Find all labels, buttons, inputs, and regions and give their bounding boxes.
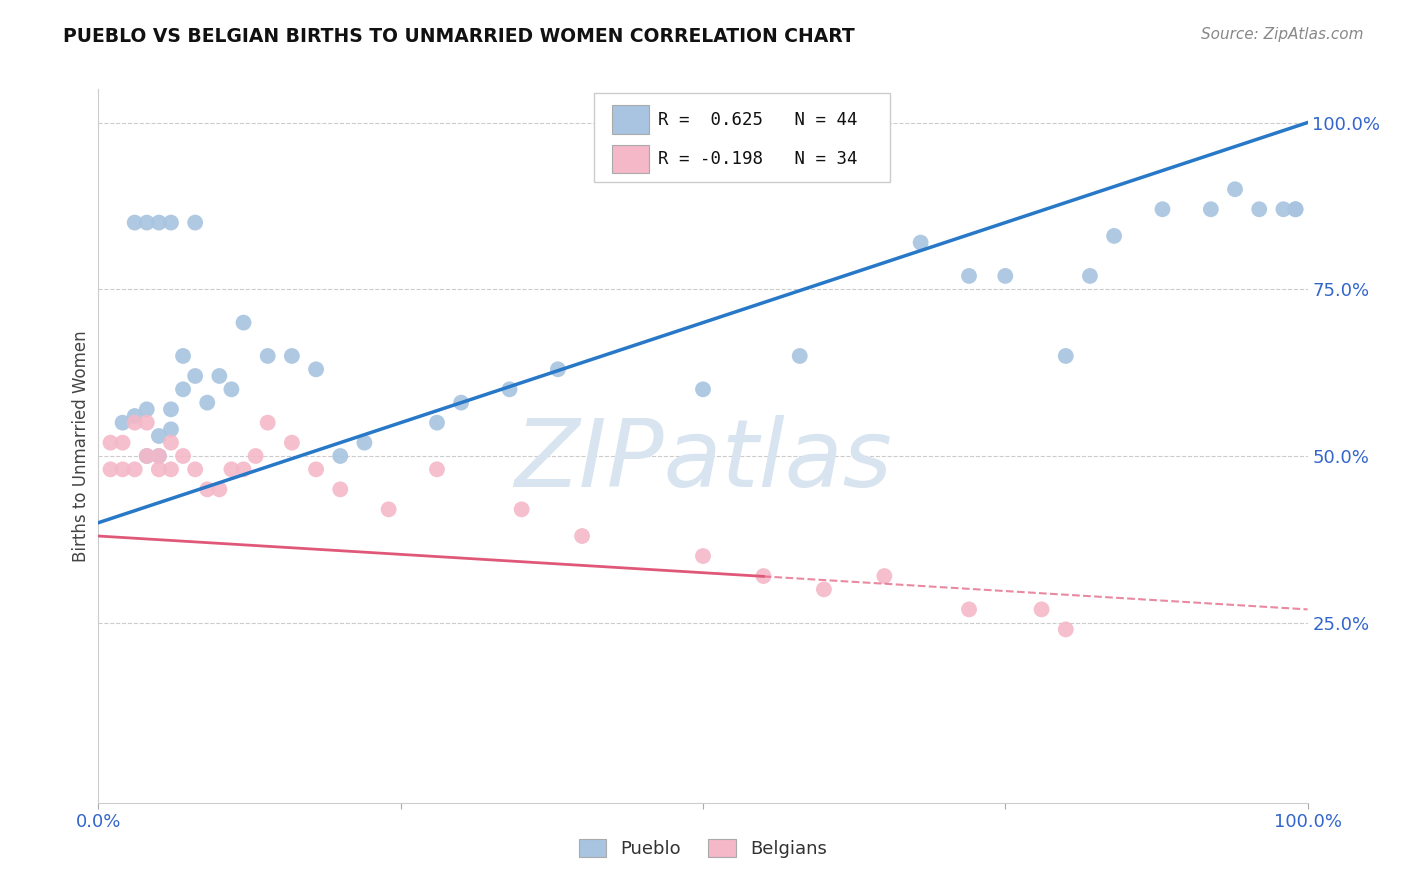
Point xyxy=(305,462,328,476)
Point xyxy=(124,416,146,430)
Point xyxy=(377,502,399,516)
Point xyxy=(111,416,134,430)
Point xyxy=(256,416,278,430)
Legend: Pueblo, Belgians: Pueblo, Belgians xyxy=(572,831,834,865)
Point xyxy=(184,216,207,230)
Point xyxy=(813,582,835,597)
Point xyxy=(172,349,194,363)
Text: PUEBLO VS BELGIAN BIRTHS TO UNMARRIED WOMEN CORRELATION CHART: PUEBLO VS BELGIAN BIRTHS TO UNMARRIED WO… xyxy=(63,27,855,45)
Text: Source: ZipAtlas.com: Source: ZipAtlas.com xyxy=(1201,27,1364,42)
Point xyxy=(1078,268,1101,283)
Point xyxy=(873,569,896,583)
Point xyxy=(910,235,932,250)
Point xyxy=(510,502,533,516)
Point xyxy=(329,483,352,497)
Point xyxy=(426,416,449,430)
Point xyxy=(148,462,170,476)
Point xyxy=(305,362,328,376)
Point xyxy=(160,402,183,417)
Point xyxy=(1054,623,1077,637)
Point xyxy=(752,569,775,583)
Point xyxy=(124,462,146,476)
Point xyxy=(692,549,714,563)
Point xyxy=(353,435,375,450)
Point xyxy=(184,368,207,383)
Point xyxy=(160,422,183,436)
Point xyxy=(221,382,243,396)
Point xyxy=(1272,202,1295,217)
Point xyxy=(148,216,170,230)
Point xyxy=(329,449,352,463)
FancyBboxPatch shape xyxy=(613,145,648,173)
Point xyxy=(221,462,243,476)
Point xyxy=(172,382,194,396)
Point xyxy=(160,216,183,230)
Point xyxy=(148,449,170,463)
Point xyxy=(208,483,231,497)
Point xyxy=(111,435,134,450)
Point xyxy=(547,362,569,376)
Point xyxy=(232,462,254,476)
Point xyxy=(135,216,157,230)
Point xyxy=(450,395,472,409)
Point xyxy=(1102,228,1125,243)
Point xyxy=(124,216,146,230)
Point xyxy=(281,435,304,450)
Point xyxy=(100,435,122,450)
Point xyxy=(498,382,520,396)
Point xyxy=(1284,202,1306,217)
Point xyxy=(692,382,714,396)
Point xyxy=(256,349,278,363)
Text: R =  0.625   N = 44: R = 0.625 N = 44 xyxy=(658,111,858,128)
Text: ZIPatlas: ZIPatlas xyxy=(515,415,891,506)
Point xyxy=(1152,202,1174,217)
Point xyxy=(195,483,218,497)
Point xyxy=(208,368,231,383)
Point xyxy=(281,349,304,363)
Point xyxy=(571,529,593,543)
Point xyxy=(184,462,207,476)
Point xyxy=(100,462,122,476)
Point xyxy=(135,416,157,430)
Point xyxy=(994,268,1017,283)
Point xyxy=(1199,202,1222,217)
Point xyxy=(195,395,218,409)
Point xyxy=(232,316,254,330)
Point xyxy=(111,462,134,476)
Point xyxy=(135,402,157,417)
Point xyxy=(1223,182,1246,196)
Point xyxy=(1284,202,1306,217)
Point xyxy=(1249,202,1271,217)
FancyBboxPatch shape xyxy=(595,93,890,182)
Point xyxy=(426,462,449,476)
Point xyxy=(135,449,157,463)
Point xyxy=(245,449,267,463)
Y-axis label: Births to Unmarried Women: Births to Unmarried Women xyxy=(72,330,90,562)
Point xyxy=(135,449,157,463)
Text: R = -0.198   N = 34: R = -0.198 N = 34 xyxy=(658,150,858,168)
Point xyxy=(1054,349,1077,363)
Point xyxy=(1031,602,1053,616)
Point xyxy=(160,462,183,476)
Point xyxy=(124,409,146,423)
FancyBboxPatch shape xyxy=(613,105,648,134)
Point xyxy=(789,349,811,363)
Point xyxy=(172,449,194,463)
Point xyxy=(957,602,980,616)
Point xyxy=(957,268,980,283)
Point xyxy=(148,429,170,443)
Point xyxy=(148,449,170,463)
Point xyxy=(160,435,183,450)
